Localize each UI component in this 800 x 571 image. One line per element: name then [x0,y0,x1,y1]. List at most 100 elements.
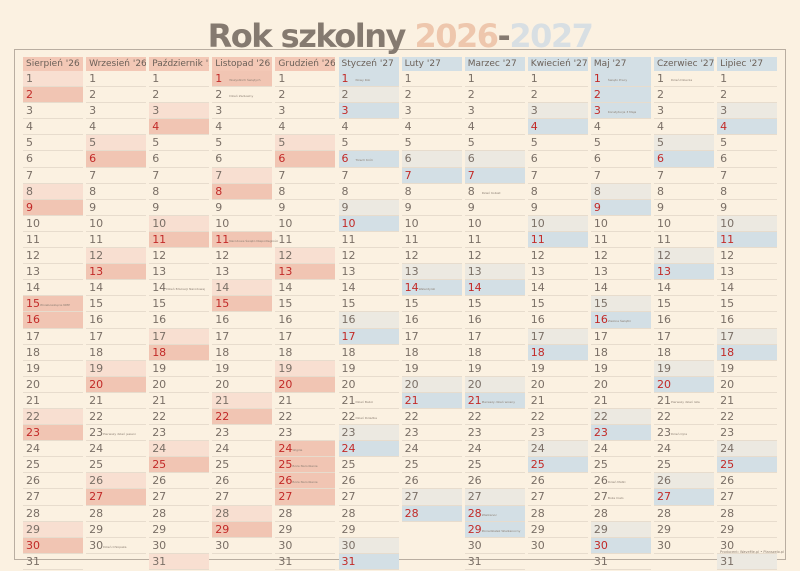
day-cell[interactable]: 13 [401,264,462,281]
day-cell[interactable]: 19 [338,361,399,377]
day-cell[interactable]: 24 [654,441,714,458]
day-cell[interactable]: 23 [23,425,83,442]
day-cell[interactable]: 5 [212,135,273,152]
day-cell[interactable]: 26 [654,473,714,490]
day-cell[interactable]: 1 [717,71,778,88]
day-cell[interactable]: 7 [338,168,399,184]
day-cell[interactable]: 4 [212,119,273,136]
day-cell[interactable]: 11 [654,232,714,249]
day-cell[interactable]: 26 Dzień Matki [590,473,651,490]
day-cell[interactable]: 28 [275,506,336,522]
day-cell[interactable]: 13 [86,264,147,281]
day-cell[interactable]: 16 [654,312,714,329]
day-cell[interactable]: 4 [717,119,778,136]
day-cell[interactable]: 17 [590,329,651,345]
day-cell[interactable]: 25 [654,457,714,474]
day-cell[interactable]: 9 [23,199,83,216]
day-cell[interactable]: 23 [149,425,210,442]
day-cell[interactable]: 8 [654,184,714,200]
day-cell[interactable]: 11 [23,232,83,249]
day-cell[interactable]: 11 [86,232,147,249]
day-cell[interactable]: 2 [717,87,778,104]
day-cell[interactable]: 1 Dzień Dziecka [654,71,714,88]
day-cell[interactable]: 6 [86,151,147,168]
day-cell[interactable]: 7 [23,168,83,184]
day-cell[interactable]: 27 [654,489,714,506]
day-cell[interactable]: 24 [717,441,778,458]
day-cell[interactable]: 13 [23,264,83,281]
day-cell[interactable]: 2 [654,87,714,104]
day-cell[interactable]: 21 Pierwszy dzień lata [654,393,714,409]
day-cell[interactable]: 24 [149,441,210,458]
day-cell[interactable]: 11 Narodowe Święto Niepodległości [212,231,278,249]
day-cell[interactable]: 15 [401,296,462,313]
day-cell[interactable]: 7 [275,168,336,184]
day-cell[interactable]: 1 [401,71,462,88]
day-cell[interactable]: 2 [401,87,462,104]
day-cell[interactable]: 30 [527,538,588,554]
day-cell[interactable]: 17 [275,329,336,345]
day-cell[interactable]: 18 [275,345,336,361]
day-cell[interactable]: 18 [527,344,588,361]
day-cell[interactable]: 10 [23,216,83,232]
day-cell[interactable]: 25 [338,457,399,474]
day-cell[interactable]: 27 [275,489,336,506]
day-cell[interactable]: 4 [464,119,525,136]
day-cell[interactable]: 25 [464,457,525,474]
day-cell[interactable]: 26 Boże Narodzenie [275,473,336,490]
day-cell[interactable]: 10 [654,216,714,232]
day-cell[interactable]: 15 [212,296,273,313]
day-cell[interactable]: 20 [275,376,336,393]
day-cell[interactable]: 13 [590,264,651,281]
day-cell[interactable]: 2 [527,87,588,104]
day-cell[interactable]: 18 [338,345,399,361]
day-cell[interactable]: 21 [527,393,588,409]
day-cell[interactable]: 30 [23,537,83,554]
day-cell[interactable]: 7 [717,168,778,184]
day-cell[interactable]: 17 [338,328,399,345]
day-cell[interactable]: 4 [275,119,336,136]
day-cell[interactable]: 8 [212,183,273,200]
day-cell[interactable]: 16 [717,312,778,329]
day-cell[interactable]: 8 [149,184,210,200]
day-cell[interactable]: 26 [149,473,210,490]
day-cell[interactable]: 10 [149,215,210,232]
day-cell[interactable]: 5 [654,135,714,152]
day-cell[interactable]: 23 [590,425,651,442]
day-cell[interactable]: 21 [23,393,83,409]
day-cell[interactable]: 2 [464,87,525,104]
day-cell[interactable]: 28 [527,506,588,522]
day-cell[interactable]: 14 [717,280,778,297]
day-cell[interactable]: 20 [212,377,273,393]
day-cell[interactable]: 9 [212,200,273,216]
day-cell[interactable]: 7 [86,168,147,184]
day-cell[interactable]: 28 [401,505,462,522]
day-cell[interactable]: 19 [590,361,651,377]
day-cell[interactable]: 1 Nowy Rok [338,71,399,88]
day-cell[interactable]: 16 [401,312,462,329]
day-cell[interactable]: 29 [338,522,399,538]
day-cell[interactable]: 22 [654,409,714,426]
day-cell[interactable]: 15 [527,296,588,313]
day-cell[interactable]: 3 [212,103,273,120]
day-cell[interactable]: 4 [149,119,210,136]
day-cell[interactable]: 20 [527,377,588,393]
day-cell[interactable]: 14 [654,280,714,297]
day-cell[interactable]: 3 [86,103,147,120]
day-cell[interactable]: 1 Wszystkich Świętych [212,71,273,88]
day-cell[interactable]: 12 [401,248,462,265]
day-cell[interactable]: 29 [86,522,147,538]
day-cell[interactable]: 6 [401,151,462,168]
day-cell[interactable]: 28 [338,506,399,522]
day-cell[interactable]: 30 [464,538,525,554]
day-cell[interactable]: 23 Pierwszy dzień jesieni [86,425,147,442]
day-cell[interactable]: 4 [590,119,651,136]
day-cell[interactable]: 22 Dzień Dziadka [338,409,399,426]
day-cell[interactable]: 20 [149,377,210,393]
day-cell[interactable]: 9 [275,200,336,216]
day-cell[interactable]: 2 [149,87,210,104]
day-cell[interactable]: 8 [590,183,651,200]
day-cell[interactable]: 30 [590,537,651,554]
day-cell[interactable]: 5 [149,135,210,152]
day-cell[interactable]: 9 [464,200,525,216]
